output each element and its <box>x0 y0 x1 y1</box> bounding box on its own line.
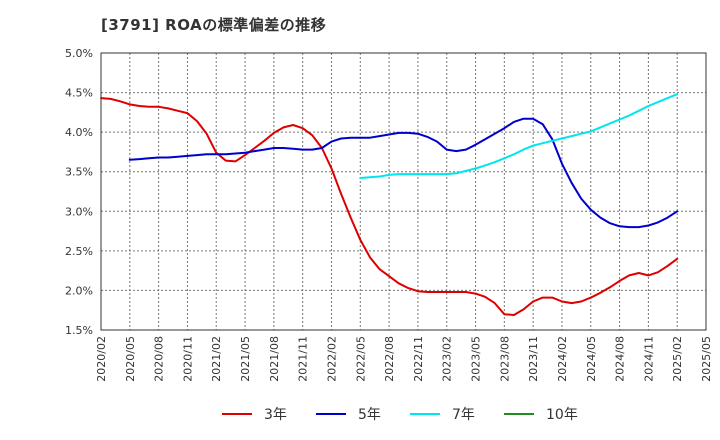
y-tick-label: 5.0% <box>65 47 93 60</box>
series-lines <box>100 93 679 316</box>
legend-label: 10年 <box>546 407 578 423</box>
x-tick-label: 2021/02 <box>210 336 223 382</box>
x-tick-label: 2021/08 <box>268 336 281 382</box>
x-tick-label: 2023/02 <box>441 336 454 382</box>
x-tick-label: 2020/05 <box>124 336 137 382</box>
x-tick-label: 2024/08 <box>614 336 627 382</box>
x-tick-label: 2021/11 <box>297 336 310 382</box>
x-tick-label: 2023/08 <box>498 336 511 382</box>
x-tick-label: 2022/05 <box>354 336 367 382</box>
x-tick-label: 2024/02 <box>556 336 569 382</box>
y-tick-label: 2.0% <box>65 284 93 297</box>
legend-label: 7年 <box>452 407 475 423</box>
series-line-5年 <box>128 117 679 229</box>
x-axis: 2020/02 2020/05 2020/08 2020/11 2021/02 2021/… <box>95 336 713 382</box>
x-tick-label: 2022/02 <box>325 336 338 382</box>
y-axis: 5.0% 4.5% 4.0% 3.5% 3.0% 2.5% 2.0% 1.5% <box>65 47 93 337</box>
legend: 3年 5年 7年 10年 <box>222 407 578 423</box>
x-tick-label: 2024/11 <box>642 336 655 382</box>
y-tick-label: 4.0% <box>65 126 93 139</box>
y-tick-label: 3.5% <box>65 166 93 179</box>
y-tick-label: 2.5% <box>65 245 93 258</box>
series-line-7年 <box>359 93 679 179</box>
x-tick-label: 2020/02 <box>95 336 108 382</box>
chart-title: [3791] ROAの標準偏差の推移 <box>101 16 327 34</box>
x-tick-label: 2025/05 <box>700 336 713 382</box>
plot-frame <box>100 52 707 331</box>
y-tick-label: 4.5% <box>65 87 93 100</box>
x-tick-label: 2020/11 <box>181 336 194 382</box>
x-tick-label: 2022/08 <box>383 336 396 382</box>
x-tick-label: 2021/05 <box>239 336 252 382</box>
x-tick-label: 2023/11 <box>527 336 540 382</box>
x-tick-label: 2023/05 <box>470 336 483 382</box>
legend-label: 5年 <box>358 407 381 423</box>
y-tick-label: 1.5% <box>65 324 93 337</box>
x-tick-label: 2020/08 <box>153 336 166 382</box>
x-tick-label: 2025/02 <box>671 336 684 382</box>
grid-lines <box>100 52 707 331</box>
series-line-3年 <box>100 97 679 316</box>
legend-label: 3年 <box>264 407 287 423</box>
y-tick-label: 3.0% <box>65 205 93 218</box>
x-tick-label: 2024/05 <box>585 336 598 382</box>
x-tick-label: 2022/11 <box>412 336 425 382</box>
